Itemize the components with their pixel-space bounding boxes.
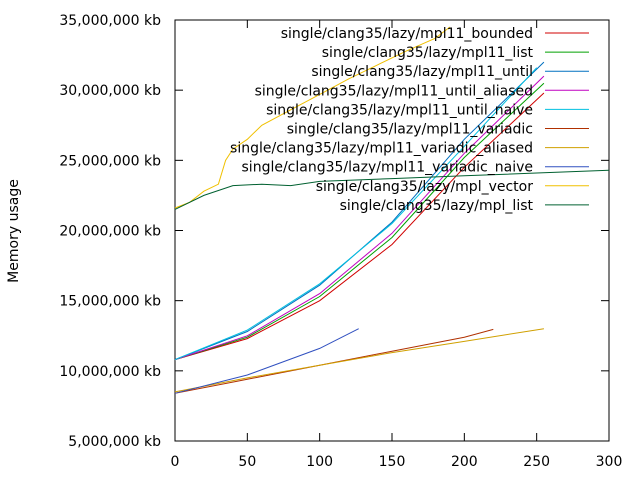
x-tick-label: 50 [238, 454, 256, 470]
x-tick-label: 300 [596, 454, 623, 470]
legend-label: single/clang35/lazy/mpl11_until_naive [266, 102, 533, 118]
series-line-1 [174, 82, 545, 361]
series-line-4 [174, 67, 538, 361]
legend-label: single/clang35/lazy/mpl11_variadic [287, 122, 533, 138]
series-line-6 [174, 328, 544, 393]
x-tick-label: 250 [523, 454, 550, 470]
y-axis-label: Memory usage [6, 179, 22, 283]
y-tick-label: 15,000,000 kb [59, 294, 161, 310]
legend-label: single/clang35/lazy/mpl11_bounded [281, 26, 533, 42]
y-tick-label: 10,000,000 kb [59, 364, 161, 380]
legend-label: single/clang35/lazy/mpl_vector [316, 179, 534, 195]
x-tick-label: 0 [171, 454, 180, 470]
series-line-5 [174, 328, 494, 394]
legend-label: single/clang35/lazy/mpl11_until_aliased [255, 83, 533, 99]
legend-label: single/clang35/lazy/mpl11_variadic_naive [242, 160, 533, 176]
legend: single/clang35/lazy/mpl11_bounded single/… [230, 26, 589, 214]
series-line-8 [174, 26, 451, 209]
axis-ticks: 5,000,000 kb 10,000,000 kb 15,000,000 kb 20… [59, 13, 622, 470]
x-tick-label: 100 [306, 454, 333, 470]
series-line-0 [174, 92, 545, 361]
legend-label: single/clang35/lazy/mpl11_variadic_alias… [230, 141, 533, 157]
y-tick-label: 20,000,000 kb [59, 224, 161, 240]
series-lines [174, 26, 610, 394]
y-tick-label: 30,000,000 kb [59, 83, 161, 99]
y-tick-label: 35,000,000 kb [59, 13, 161, 29]
x-tick-label: 150 [379, 454, 406, 470]
series-line-9 [174, 169, 610, 210]
legend-label: single/clang35/lazy/mpl11_list [322, 45, 534, 61]
series-line-3 [174, 75, 545, 361]
legend-label: single/clang35/lazy/mpl11_until [311, 64, 533, 80]
y-tick-label: 25,000,000 kb [59, 153, 161, 169]
legend-label: single/clang35/lazy/mpl_list [340, 198, 534, 214]
y-tick-label: 5,000,000 kb [68, 434, 161, 450]
series-line-7 [174, 328, 359, 394]
x-tick-label: 200 [451, 454, 478, 470]
